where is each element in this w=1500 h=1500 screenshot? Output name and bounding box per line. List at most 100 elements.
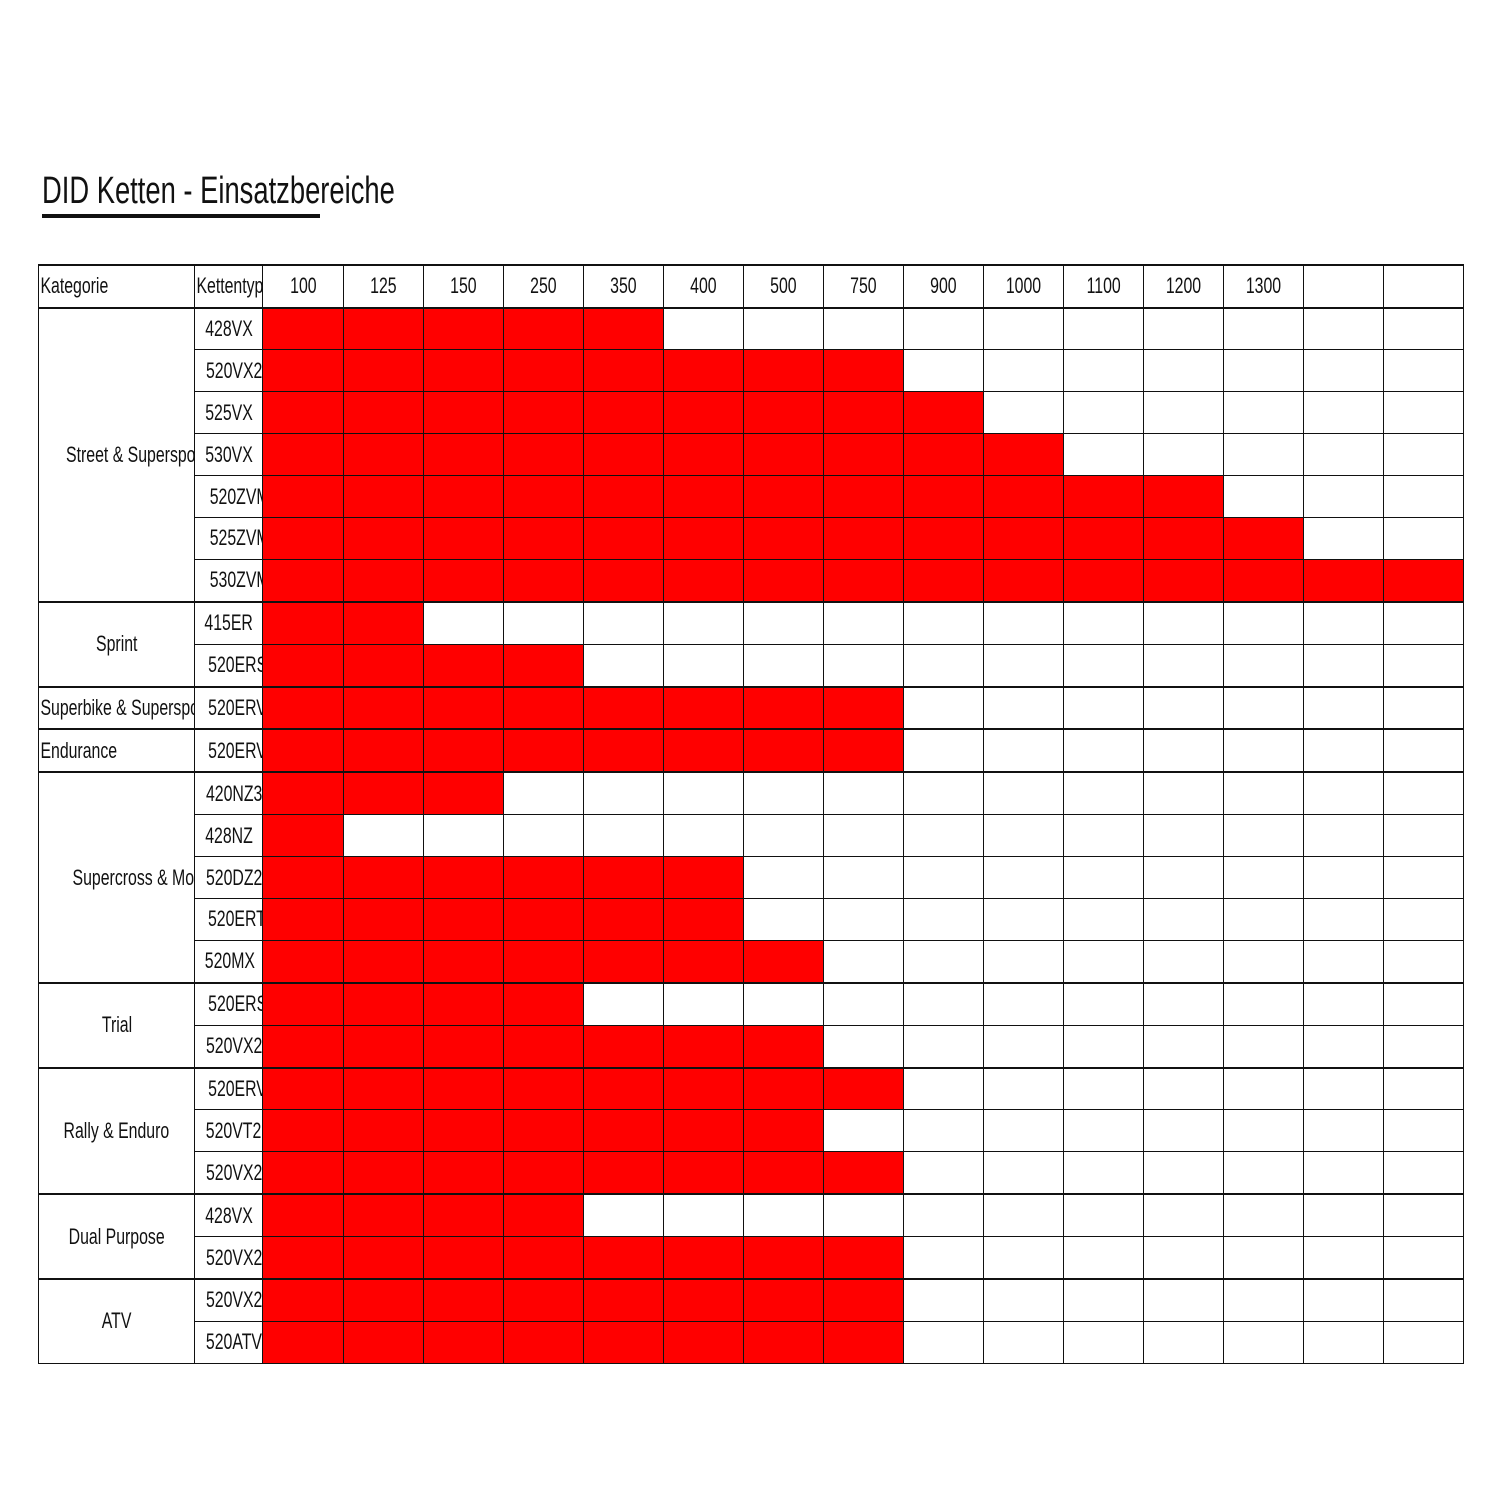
chain-type-cell-label: 520ERS2 — [208, 991, 262, 1017]
range-bar-segment — [342, 643, 424, 688]
empty-cell — [1142, 1193, 1224, 1238]
header-ccm-label: 350 — [609, 273, 637, 299]
chain-type-cell-label: 520ERV3 — [208, 694, 262, 720]
header-ccm-label: 1300 — [1245, 273, 1281, 299]
empty-cell — [822, 771, 904, 816]
empty-cell — [1222, 1277, 1304, 1322]
table-row: 520VX2 — [39, 1151, 1465, 1195]
empty-cell — [1062, 856, 1144, 899]
empty-cell — [1062, 897, 1144, 941]
chain-type-cell: 520ERT2 — [194, 897, 264, 941]
range-bar-segment — [262, 433, 344, 477]
range-bar-segment — [982, 433, 1064, 477]
range-bar-segment — [342, 433, 424, 477]
chain-usage-table: Kategorie Kettentyp 100 125 150 250 350 400 500 7… — [37, 264, 1465, 1364]
range-bar-segment — [422, 558, 504, 603]
empty-cell — [982, 1193, 1064, 1238]
range-bar-segment — [1302, 558, 1384, 603]
range-bar-segment — [662, 516, 744, 560]
range-bar-segment — [262, 600, 344, 645]
empty-cell — [982, 600, 1064, 645]
empty-cell — [1062, 1320, 1144, 1364]
range-bar-segment — [262, 1151, 344, 1195]
table-row: 520VT2 — [39, 1109, 1465, 1153]
range-bar-segment — [422, 1277, 504, 1322]
range-bar-segment — [422, 1236, 504, 1280]
empty-cell — [1062, 600, 1144, 645]
empty-cell — [982, 897, 1064, 941]
empty-cell — [662, 306, 744, 351]
empty-cell — [982, 349, 1064, 393]
empty-cell — [1142, 856, 1224, 899]
range-bar-segment — [662, 433, 744, 477]
range-bar-segment — [822, 516, 904, 560]
header-ccm-label: 900 — [930, 273, 957, 299]
range-bar-segment — [342, 939, 424, 984]
empty-cell — [902, 1277, 984, 1322]
table-row: 530ZVM-X — [39, 558, 1465, 603]
category-cell-label: Sprint — [95, 631, 138, 657]
category-cell: Rally & Enduro — [37, 1066, 196, 1195]
category-cell: Sprint — [37, 600, 196, 688]
empty-cell — [1382, 771, 1465, 816]
empty-cell — [1222, 1193, 1304, 1238]
empty-cell — [902, 897, 984, 941]
range-bar-segment — [422, 856, 504, 899]
range-bar-segment — [342, 1066, 424, 1111]
empty-cell — [1142, 771, 1224, 816]
chain-type-cell-label: 428VX — [204, 1202, 253, 1228]
header-ccm — [1302, 264, 1384, 308]
empty-cell — [1142, 1109, 1224, 1153]
table-row: Endurance 520ERV3 — [37, 728, 1465, 773]
empty-cell — [822, 306, 904, 351]
range-bar-segment — [662, 1236, 744, 1280]
empty-cell — [1222, 1320, 1304, 1364]
empty-cell — [1222, 1236, 1304, 1280]
empty-cell — [1062, 981, 1144, 1026]
range-bar-segment — [262, 939, 344, 984]
range-bar-segment — [502, 643, 584, 688]
empty-cell — [742, 1193, 824, 1238]
table-row: Street & Supersport 428VX — [37, 306, 1465, 603]
chain-type-cell: 520VT2 — [194, 1109, 264, 1153]
range-bar-segment — [422, 771, 504, 816]
empty-cell — [422, 600, 504, 645]
empty-cell — [982, 814, 1064, 858]
range-bar-segment — [582, 685, 664, 730]
chain-type-cell: 520VX2 — [194, 1151, 264, 1195]
empty-cell — [982, 856, 1064, 899]
header-ccm — [1382, 264, 1465, 308]
range-bar-segment — [262, 685, 344, 730]
range-bar-segment — [742, 1236, 824, 1280]
empty-cell — [1142, 897, 1224, 941]
range-bar-segment — [502, 1024, 584, 1069]
header-ccm: 350 — [582, 264, 664, 308]
range-bar-segment — [502, 306, 584, 351]
header-ccm: 1300 — [1222, 264, 1304, 308]
range-bar-segment — [262, 475, 344, 518]
empty-cell — [1382, 1320, 1465, 1364]
header-ccm-label: 750 — [850, 273, 877, 299]
range-bar-segment — [662, 897, 744, 941]
empty-cell — [1302, 728, 1384, 773]
range-bar-segment — [342, 856, 424, 899]
empty-cell — [1302, 433, 1384, 477]
empty-cell — [1382, 1277, 1465, 1322]
empty-cell — [742, 306, 824, 351]
table-row: 520ERS2 — [39, 643, 1465, 688]
range-bar-segment — [502, 1066, 584, 1111]
empty-cell — [1382, 981, 1465, 1026]
range-bar-segment — [1142, 475, 1224, 518]
chain-type-cell: 520MX — [194, 939, 264, 984]
empty-cell — [902, 306, 984, 351]
empty-cell — [1062, 349, 1144, 393]
empty-cell — [982, 981, 1064, 1026]
empty-cell — [902, 1024, 984, 1069]
range-bar-segment — [662, 558, 744, 603]
empty-cell — [822, 1024, 904, 1069]
chain-type-cell-label: 520ERV3 — [208, 737, 262, 763]
range-bar-segment — [582, 1066, 664, 1111]
range-bar-segment — [742, 349, 824, 393]
empty-cell — [822, 814, 904, 858]
empty-cell — [1222, 897, 1304, 941]
